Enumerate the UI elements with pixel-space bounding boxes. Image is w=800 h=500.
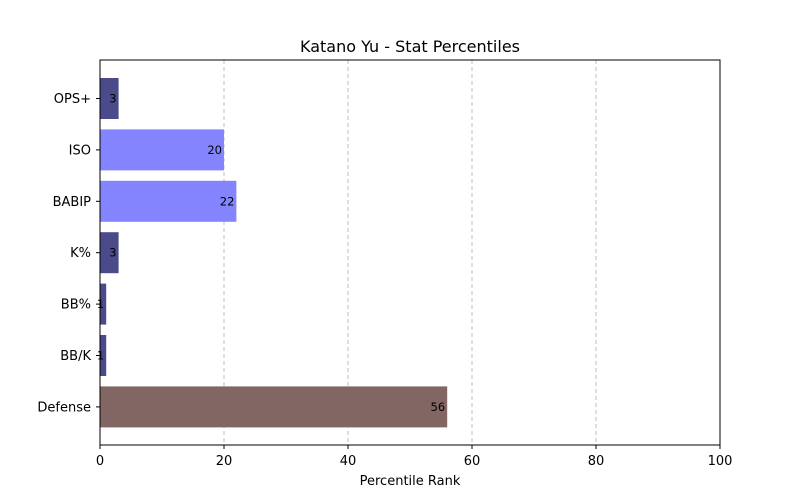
bars-layer: 3 20 22 3 1 1 56 bbox=[97, 78, 448, 428]
bar-value-label: 3 bbox=[109, 92, 116, 106]
x-tick-label: 80 bbox=[588, 454, 605, 469]
x-tick-label: 0 bbox=[96, 454, 104, 469]
chart-title: Katano Yu - Stat Percentiles bbox=[300, 37, 520, 56]
x-tick-label: 40 bbox=[340, 454, 357, 469]
x-tick-label: 20 bbox=[216, 454, 233, 469]
axes-layer: 0 20 40 60 80 100 OPS+ ISO BABIP K% BB% BB/K Defense bbox=[37, 92, 732, 469]
grid-layer bbox=[223, 60, 597, 445]
y-tick-label: BABIP bbox=[53, 195, 92, 210]
x-tick-label: 60 bbox=[464, 454, 481, 469]
bar bbox=[100, 283, 107, 325]
y-tick-label: BB% bbox=[61, 298, 91, 313]
y-tick-label: ISO bbox=[69, 143, 91, 158]
bar-value-label: 1 bbox=[97, 349, 104, 363]
bar-value-label: 20 bbox=[207, 143, 222, 157]
y-tick-label: Defense bbox=[37, 400, 91, 415]
bar-value-label: 1 bbox=[97, 297, 104, 311]
x-tick-label: 100 bbox=[708, 454, 733, 469]
bar bbox=[100, 232, 119, 274]
bar-value-label: 56 bbox=[431, 400, 446, 414]
bar bbox=[100, 129, 224, 171]
y-tick-label: OPS+ bbox=[54, 92, 91, 107]
bar bbox=[100, 78, 119, 119]
bar bbox=[100, 180, 237, 222]
bar-value-label: 3 bbox=[109, 246, 116, 260]
bar bbox=[100, 335, 107, 376]
bar bbox=[100, 386, 448, 428]
bar-value-label: 22 bbox=[220, 194, 235, 208]
y-tick-label: BB/K bbox=[60, 349, 91, 364]
y-tick-label: K% bbox=[70, 246, 91, 261]
x-axis-label: Percentile Rank bbox=[360, 474, 461, 489]
